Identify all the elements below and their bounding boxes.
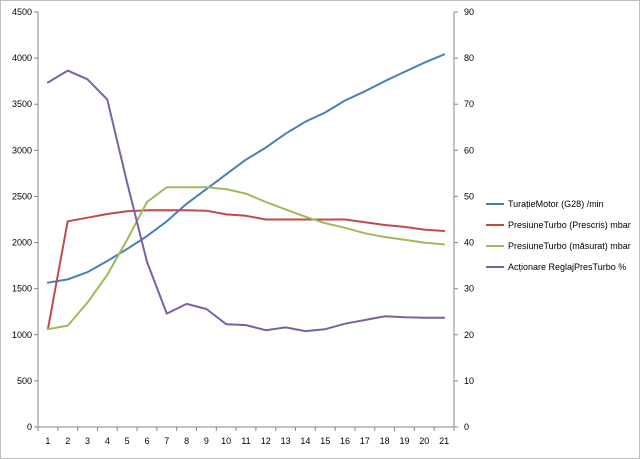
y-left-tick-label: 4500 — [12, 7, 32, 17]
y-right-tick-label: 30 — [464, 284, 474, 294]
y-left-tick-label: 3500 — [12, 99, 32, 109]
legend-label: TurațieMotor (G28) /min — [508, 199, 604, 209]
series-lines — [46, 53, 446, 333]
y-right-tick-label: 10 — [464, 376, 474, 386]
legend-label: Acționare ReglajPresTurbo % — [508, 262, 626, 272]
y-right-tick-label: 0 — [464, 422, 469, 432]
y-left-tick-label: 1500 — [12, 284, 32, 294]
x-tick-label: 2 — [65, 436, 70, 446]
x-tick-label: 1 — [45, 436, 50, 446]
series-line-1 — [46, 53, 446, 284]
y-right-tick-label: 40 — [464, 238, 474, 248]
y-right-tick-label: 90 — [464, 7, 474, 17]
x-tick-label: 12 — [261, 436, 271, 446]
y-right-tick-label: 70 — [464, 99, 474, 109]
y-left-tick-label: 500 — [17, 376, 32, 386]
x-tick-label: 15 — [320, 436, 330, 446]
x-tick-label: 10 — [221, 436, 231, 446]
y-right-tick-label: 60 — [464, 145, 474, 155]
y-left-tick-label: 4000 — [12, 53, 32, 63]
x-tick-label: 20 — [419, 436, 429, 446]
x-tick-label: 9 — [204, 436, 209, 446]
y-left-tick-label: 1000 — [12, 330, 32, 340]
x-tick-label: 5 — [125, 436, 130, 446]
x-tick-label: 13 — [281, 436, 291, 446]
tick-labels: 0 500 1000 1500 2000 2500 3000 3500 4000 4500 0 10 2… — [12, 7, 474, 446]
x-tick-label: 6 — [144, 436, 149, 446]
y-left-tick-label: 0 — [27, 422, 32, 432]
axes — [34, 11, 458, 431]
x-tick-label: 16 — [340, 436, 350, 446]
y-left-tick-label: 2000 — [12, 238, 32, 248]
x-tick-label: 19 — [399, 436, 409, 446]
series-line-2 — [46, 209, 446, 331]
x-tick-label: 8 — [184, 436, 189, 446]
y-right-tick-label: 20 — [464, 330, 474, 340]
legend: TurațieMotor (G28) /min PresiuneTurbo (Pr… — [486, 199, 631, 272]
x-tick-label: 11 — [241, 436, 250, 446]
series-line-3 — [46, 186, 446, 331]
x-tick-label: 4 — [105, 436, 110, 446]
y-right-tick-label: 50 — [464, 191, 474, 201]
x-tick-label: 21 — [439, 436, 449, 446]
y-left-tick-label: 2500 — [12, 191, 32, 201]
series-line-4 — [46, 69, 446, 333]
x-tick-label: 14 — [300, 436, 310, 446]
x-tick-label: 17 — [360, 436, 370, 446]
x-tick-label: 7 — [164, 436, 169, 446]
y-right-tick-label: 80 — [464, 53, 474, 63]
y-left-tick-label: 3000 — [12, 145, 32, 155]
legend-label: PresiuneTurbo (Prescris) mbar — [508, 220, 631, 230]
x-tick-label: 18 — [380, 436, 390, 446]
x-tick-label: 3 — [85, 436, 90, 446]
legend-label: PresiuneTurbo (măsurat) mbar — [508, 241, 631, 251]
